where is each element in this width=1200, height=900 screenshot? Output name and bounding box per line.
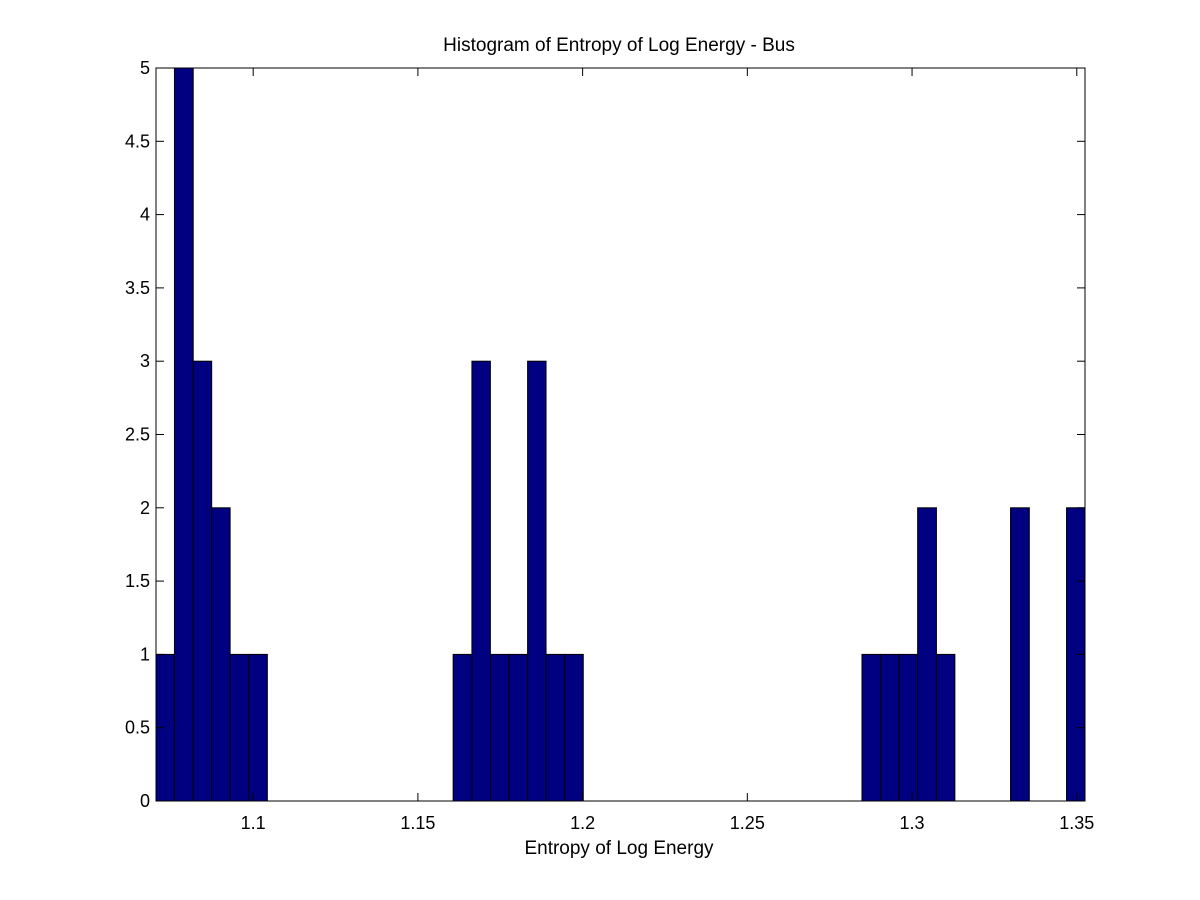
x-tick-label: 1.35 (1059, 813, 1094, 833)
histogram-bar (527, 360, 547, 802)
x-tick-label: 1.3 (900, 813, 925, 833)
y-tick-label: 4 (140, 205, 150, 225)
histogram-bar (861, 653, 882, 802)
histogram-bar (880, 653, 900, 802)
y-tick-label: 1 (140, 644, 150, 664)
x-tick-label: 1.1 (241, 813, 266, 833)
histogram-bar (471, 360, 491, 802)
histogram-bar (248, 653, 268, 802)
y-tick-label: 4.5 (125, 131, 150, 151)
y-tick-label: 0 (140, 791, 150, 811)
y-tick-label: 1.5 (125, 571, 150, 591)
histogram-bar (935, 653, 956, 802)
y-tick-label: 3 (140, 351, 150, 371)
histogram-bar (452, 653, 473, 802)
x-tick-label: 1.2 (570, 813, 595, 833)
histogram-bar (545, 653, 566, 802)
x-tick-label: 1.25 (730, 813, 765, 833)
x-tick-label: 1.15 (400, 813, 435, 833)
histogram-bar (173, 67, 194, 802)
y-tick-label: 2 (140, 498, 150, 518)
histogram-bar (489, 653, 510, 802)
histogram-bar (564, 653, 584, 802)
histogram-bar (508, 653, 529, 802)
chart-title: Histogram of Entropy of Log Energy - Bus (443, 35, 795, 56)
histogram-bar (229, 653, 250, 802)
y-tick-label: 5 (140, 58, 150, 78)
histogram-bar (211, 507, 231, 802)
axes-frame (155, 67, 1086, 802)
ticks-group: 1.1 1.15 1.2 1.25 1.3 1.35 0 0.5 1 1.5 2 2.5 3 3.5 4 4.… (125, 58, 1094, 833)
histogram-bar (898, 653, 919, 802)
x-axis-label: Entropy of Log Energy (524, 838, 714, 859)
y-tick-label: 2.5 (125, 425, 150, 445)
histogram-bar (192, 360, 213, 802)
bars-group (155, 67, 1086, 802)
histogram-bar (1010, 507, 1030, 802)
y-tick-label: 0.5 (125, 718, 150, 738)
y-tick-label: 3.5 (125, 278, 150, 298)
histogram-bar (917, 507, 937, 802)
